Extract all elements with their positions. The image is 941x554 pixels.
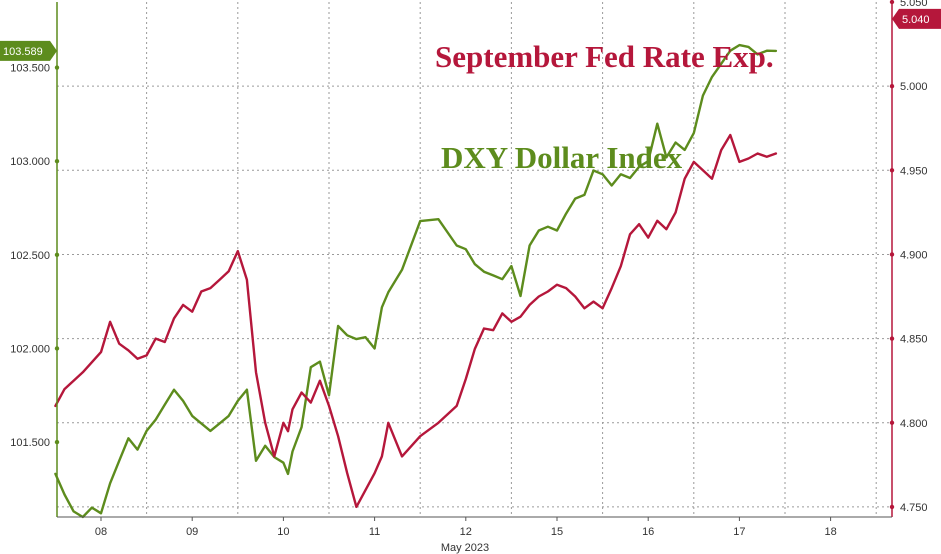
x-tick-label: 09 — [186, 526, 198, 538]
right-tick-label: 4.850 — [900, 334, 928, 346]
right-tick-label: 5.000 — [900, 81, 928, 93]
right-tick-label: 4.900 — [900, 249, 928, 261]
left-tick-label: 103.000 — [10, 156, 50, 168]
left-tick-label: 101.500 — [10, 437, 50, 449]
right-tick-label: 4.750 — [900, 502, 928, 514]
right-tick-dot — [889, 83, 895, 89]
right-tick-dot — [889, 336, 895, 341]
right-tick-dot — [889, 420, 895, 425]
right-tick-dot — [889, 252, 895, 257]
x-tick-label: 10 — [277, 526, 289, 538]
right-tick-dot — [889, 0, 895, 5]
dxy-series-line — [54, 43, 778, 519]
x-axis-label: May 2023 — [441, 542, 489, 554]
x-tick-label: 08 — [95, 526, 107, 538]
right-tick-dot — [889, 168, 895, 173]
tick-labels: 101.500 102.000 102.500 103.000 103.500 4.750… — [10, 0, 927, 554]
right-tick-label: 4.800 — [900, 418, 928, 430]
annotations: September Fed Rate Exp. DXY Dollar Index — [435, 39, 774, 175]
dxy-series-annotation: DXY Dollar Index — [441, 140, 683, 175]
right-last-value-badge — [892, 8, 941, 29]
right-tick-label: 4.950 — [900, 165, 928, 177]
right-last-value-text: 5.040 — [902, 14, 930, 26]
left-tick-dot — [54, 65, 60, 70]
x-tick-label: 15 — [551, 526, 563, 538]
left-tick-label: 102.500 — [10, 250, 50, 262]
x-tick-label: 16 — [642, 526, 654, 538]
left-tick-label: 103.500 — [10, 63, 50, 75]
x-tick-label: 17 — [733, 526, 745, 538]
left-tick-dot — [54, 346, 60, 351]
fed-series-annotation: September Fed Rate Exp. — [435, 39, 774, 74]
right-tick-dot — [889, 504, 895, 510]
x-tick-label: 11 — [369, 526, 380, 538]
fed-series-line — [54, 133, 778, 509]
grid — [57, 2, 892, 517]
axes — [54, 0, 895, 521]
left-tick-dot — [54, 439, 60, 445]
left-tick-dot — [54, 252, 60, 258]
x-tick-label: 12 — [460, 526, 472, 538]
left-tick-dot — [54, 158, 60, 164]
last-value-badges: 103.589 5.040 — [0, 8, 941, 61]
x-tick-label: 18 — [824, 526, 836, 538]
left-last-value-badge — [0, 40, 57, 61]
left-last-value-text: 103.589 — [3, 46, 43, 58]
left-tick-label: 102.000 — [10, 343, 50, 355]
series-lines — [54, 43, 778, 519]
right-tick-label: 5.050 — [900, 0, 928, 9]
